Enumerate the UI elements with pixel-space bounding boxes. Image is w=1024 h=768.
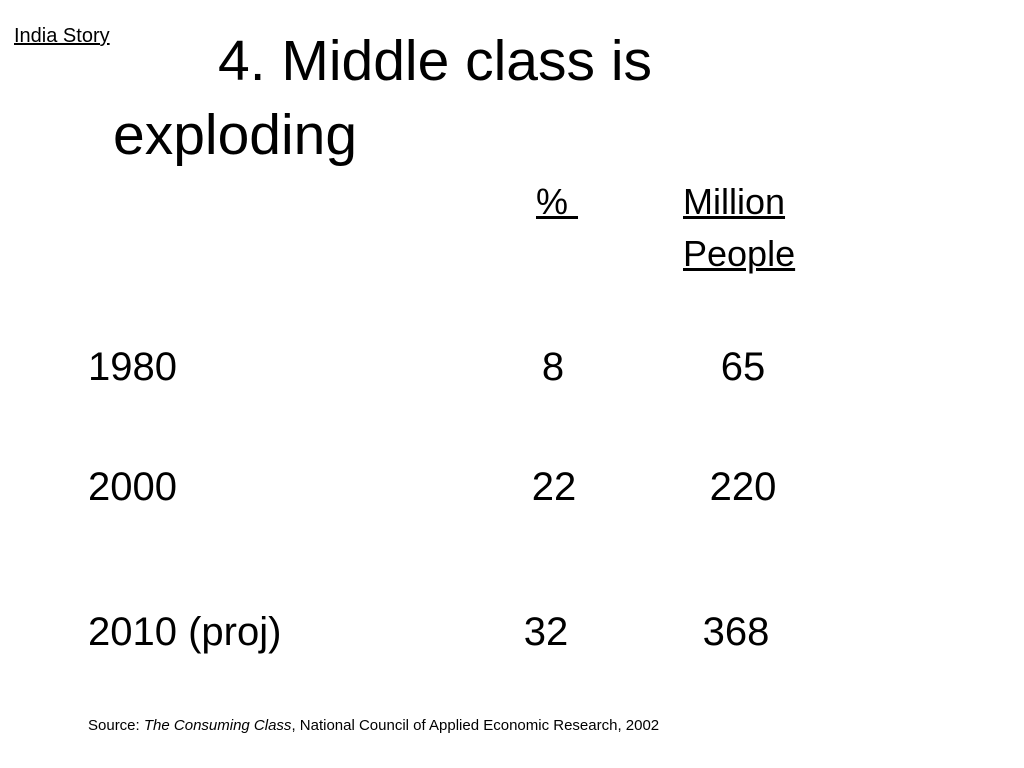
source-prefix: Source: xyxy=(88,717,144,734)
row-2010-million-people: 368 xyxy=(702,610,770,654)
source-citation: Source: The Consuming Class, National Co… xyxy=(88,717,659,734)
slide-title-line-2: exploding xyxy=(113,103,358,167)
column-header-people: People xyxy=(683,233,796,274)
column-header-percent: % xyxy=(536,181,579,222)
slide-title-line-1: 4. Middle class is xyxy=(218,29,652,93)
column-header-million: Million xyxy=(683,181,786,222)
row-2010-year: 2010 (proj) xyxy=(88,610,282,654)
row-2000-percent: 22 xyxy=(531,465,577,509)
row-1980-percent: 8 xyxy=(541,345,565,389)
row-2000-million-people: 220 xyxy=(709,465,777,509)
source-suffix: , National Council of Applied Economic R… xyxy=(291,717,660,734)
row-1980-year: 1980 xyxy=(88,345,177,389)
row-1980-million-people: 65 xyxy=(720,345,766,389)
source-title: The Consuming Class xyxy=(143,717,292,734)
row-2010-percent: 32 xyxy=(523,610,569,654)
row-2000-year: 2000 xyxy=(88,465,177,509)
india-story-link[interactable]: India Story xyxy=(14,25,110,47)
